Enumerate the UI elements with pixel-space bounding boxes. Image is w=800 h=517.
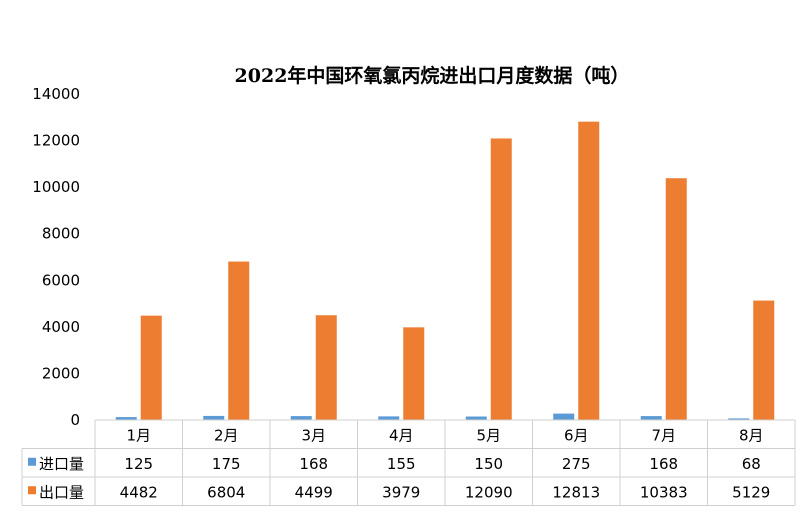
bar-export: [578, 121, 600, 421]
legend-swatch: [28, 486, 36, 495]
data-label: 155: [387, 455, 416, 473]
data-label: 5129: [732, 483, 770, 501]
bar-import: [640, 416, 662, 420]
y-tick-label: 4000: [42, 318, 80, 336]
bar-export: [315, 315, 337, 420]
bar-import: [553, 413, 575, 420]
x-tick-label: 8月: [739, 426, 764, 444]
data-label: 168: [299, 455, 328, 473]
bar-export: [403, 327, 425, 420]
y-tick-label: 8000: [42, 225, 80, 243]
data-label: 6804: [207, 483, 245, 501]
y-tick-label: 0: [70, 411, 80, 429]
bar-import: [728, 418, 750, 420]
y-tick-label: 2000: [42, 364, 80, 382]
legend-label: 进口量: [39, 455, 84, 473]
bar-export: [665, 178, 687, 420]
bar-import: [465, 416, 487, 420]
y-tick-label: 6000: [42, 271, 80, 289]
data-label: 3979: [382, 483, 420, 501]
data-label: 168: [649, 455, 678, 473]
legend-label: 出口量: [39, 483, 84, 501]
data-label: 175: [212, 455, 241, 473]
bar-import: [203, 415, 225, 420]
bar-export: [140, 315, 162, 420]
data-label: 10383: [640, 483, 688, 501]
y-tick-label: 10000: [32, 178, 80, 196]
x-tick-label: 4月: [389, 426, 414, 444]
x-tick-label: 6月: [564, 426, 589, 444]
bar-import: [378, 416, 400, 420]
bars: [115, 121, 775, 421]
data-label: 68: [742, 455, 761, 473]
bar-import: [290, 416, 312, 420]
data-label: 4482: [120, 483, 158, 501]
bar-export: [490, 138, 512, 420]
bar-import: [115, 417, 137, 420]
bar-export: [753, 300, 775, 420]
x-tick-label: 2月: [214, 426, 239, 444]
x-tick-label: 7月: [651, 426, 676, 444]
data-label: 4499: [295, 483, 333, 501]
data-label: 150: [474, 455, 503, 473]
legend-swatch: [28, 457, 36, 466]
data-label: 125: [124, 455, 153, 473]
bar-export: [228, 261, 250, 420]
y-axis: 0 2000 4000 6000 8000 10000 12000 14000: [32, 85, 80, 429]
data-label: 275: [562, 455, 591, 473]
x-tick-label: 1月: [126, 426, 151, 444]
y-tick-label: 12000: [32, 132, 80, 150]
x-tick-label: 3月: [301, 426, 326, 444]
data-label: 12813: [552, 483, 600, 501]
chart-title: 2022年中国环氧氯丙烷进出口月度数据（吨）: [235, 64, 630, 87]
y-tick-label: 14000: [32, 85, 80, 103]
data-label: 12090: [465, 483, 513, 501]
x-tick-label: 5月: [476, 426, 501, 444]
